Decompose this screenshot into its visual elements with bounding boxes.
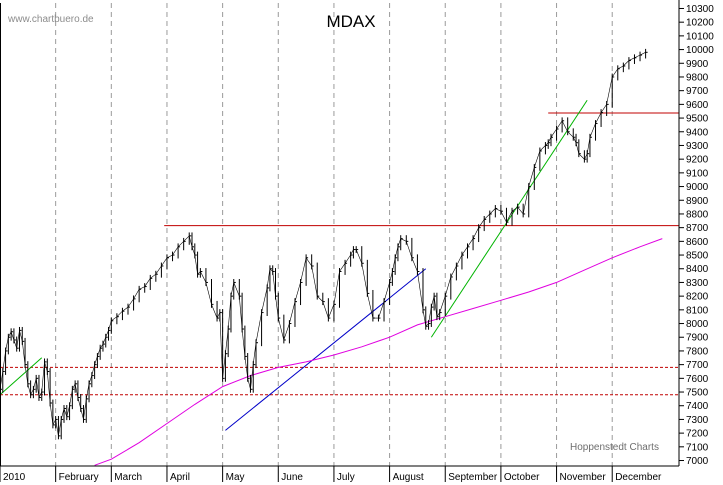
price-line bbox=[0, 52, 646, 436]
y-tick-label: 10300 bbox=[686, 4, 714, 15]
y-tick-label: 9400 bbox=[686, 127, 709, 138]
support-lines-layer bbox=[0, 99, 679, 431]
trend-line-blue bbox=[225, 268, 427, 431]
y-tick-label: 8100 bbox=[686, 305, 709, 316]
moving-average-layer bbox=[94, 238, 663, 466]
x-tick-label: December bbox=[615, 472, 662, 483]
x-tick-label: September bbox=[448, 472, 498, 483]
y-tick-label: 7100 bbox=[686, 442, 709, 453]
x-tick-label: June bbox=[281, 472, 303, 483]
y-tick-label: 9500 bbox=[686, 114, 709, 125]
y-tick-label: 8600 bbox=[686, 237, 709, 248]
x-tick-label: November bbox=[560, 472, 607, 483]
x-tick-label: February bbox=[59, 472, 99, 483]
price-series-layer bbox=[0, 48, 648, 440]
y-tick-label: 7000 bbox=[686, 456, 709, 467]
source-credit: Hoppenstedt Charts bbox=[570, 442, 659, 453]
y-tick-label: 8400 bbox=[686, 264, 709, 275]
y-tick-label: 7800 bbox=[686, 346, 709, 357]
y-tick-label: 8800 bbox=[686, 209, 709, 220]
y-tick-label: 9700 bbox=[686, 86, 709, 97]
y-tick-label: 7900 bbox=[686, 333, 709, 344]
x-tick-label: April bbox=[170, 472, 190, 483]
y-tick-label: 9600 bbox=[686, 100, 709, 111]
y-tick-label: 9900 bbox=[686, 59, 709, 70]
y-tick-label: 9800 bbox=[686, 72, 709, 83]
y-tick-label: 8900 bbox=[686, 196, 709, 207]
y-tick-label: 9200 bbox=[686, 155, 709, 166]
trend-line-green bbox=[0, 357, 43, 396]
y-tick-label: 10100 bbox=[686, 31, 714, 42]
y-tick-label: 8500 bbox=[686, 251, 709, 262]
y-tick-label: 9100 bbox=[686, 168, 709, 179]
x-tick-label: May bbox=[226, 472, 245, 483]
y-tick-label: 10000 bbox=[686, 45, 714, 56]
y-tick-label: 7200 bbox=[686, 429, 709, 440]
y-tick-label: 9000 bbox=[686, 182, 709, 193]
y-tick-label: 7300 bbox=[686, 415, 709, 426]
y-tick-label: 9300 bbox=[686, 141, 709, 152]
x-tick-label: March bbox=[114, 472, 142, 483]
x-tick-label: October bbox=[504, 472, 540, 483]
x-tick-label: August bbox=[393, 472, 424, 483]
trend-line-green bbox=[430, 99, 588, 338]
y-tick-label: 7600 bbox=[686, 374, 709, 385]
x-tick-label: 2010 bbox=[3, 472, 26, 483]
chart-title: MDAX bbox=[326, 12, 375, 31]
y-tick-label: 8200 bbox=[686, 292, 709, 303]
watermark: www.chartbuero.de bbox=[7, 14, 94, 25]
y-tick-label: 10200 bbox=[686, 18, 714, 29]
y-tick-label: 7400 bbox=[686, 401, 709, 412]
moving-average-line bbox=[94, 238, 663, 466]
y-tick-label: 7500 bbox=[686, 388, 709, 399]
y-tick-label: 8300 bbox=[686, 278, 709, 289]
y-tick-label: 8700 bbox=[686, 223, 709, 234]
y-tick-label: 8000 bbox=[686, 319, 709, 330]
y-tick-label: 7700 bbox=[686, 360, 709, 371]
x-tick-label: July bbox=[337, 472, 355, 483]
